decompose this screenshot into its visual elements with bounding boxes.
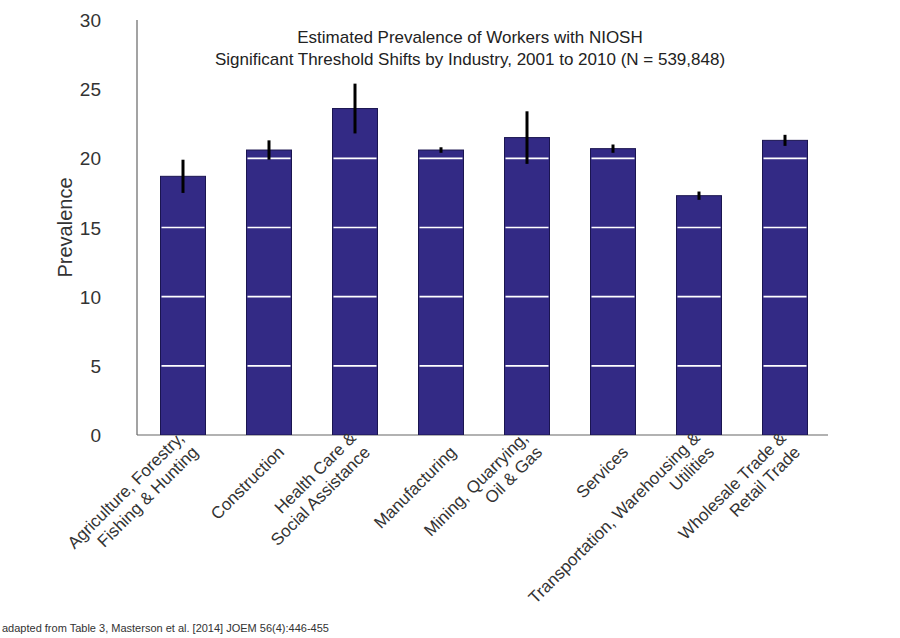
grid-line [162,296,205,298]
title: Estimated Prevalence of Workers with NIO… [215,28,725,69]
x-tick-label-line: Retail Trade [726,443,804,521]
grid-line [248,227,291,229]
x-tick-label-line: Social Assistance [267,443,374,550]
x-tick-label: Services [573,443,633,503]
x-tick-label-line: Utilities [666,443,718,495]
x-tick-label-line: Fishing & Hunting [94,443,202,551]
grid-line [420,227,463,229]
grid-line [592,158,635,160]
x-tick-label-line: Transportation, Warehousing & [525,428,704,607]
title-line: Estimated Prevalence of Workers with NIO… [297,28,642,47]
x-tick-label-line: Services [573,443,633,503]
x-tick-label-line: Agriculture, Forestry, [64,428,188,552]
grid-line [248,365,291,367]
y-tick-label: 30 [80,10,101,31]
y-axis-line [136,20,137,435]
grid-line [420,296,463,298]
grid-line [592,365,635,367]
y-tick-label: 25 [80,79,101,100]
bar [505,138,550,435]
grid-line [764,227,807,229]
error-bar [526,111,529,164]
grid-line [764,158,807,160]
chart: Estimated Prevalence of Workers with NIO… [0,0,900,638]
error-bar [354,84,357,134]
x-tick-label: Agriculture, Forestry,Fishing & Hunting [64,428,202,566]
y-tick-label: 10 [80,287,101,308]
y-tick-label: 15 [80,218,101,239]
x-tick-label: Wholesale Trade &Retail Trade [675,428,805,558]
x-tick-label: Construction [207,443,288,524]
x-tick-label: Mining, Quarrying,Oil & Gas [420,428,546,554]
grid-line [162,365,205,367]
grid-line [506,227,549,229]
grid-line [678,296,721,298]
grid-line [764,296,807,298]
bar [333,109,378,435]
error-bar [784,135,787,146]
grid-line [248,296,291,298]
error-bar [612,145,615,153]
grid-line [334,296,377,298]
x-tick-label-line: Construction [207,443,288,524]
grid-line [420,365,463,367]
x-axis-line [137,434,828,435]
bars [161,84,808,435]
grid-line [592,227,635,229]
y-tick-label: 20 [80,148,101,169]
grid-line [334,158,377,160]
error-bar [182,160,185,193]
bar [677,196,722,435]
grid-line [592,296,635,298]
x-tick-label-line: Oil & Gas [481,443,546,508]
grid-line [162,227,205,229]
grid-line [334,365,377,367]
bar [161,176,206,435]
y-tick-label: 5 [90,356,101,377]
y-tick-label: 0 [90,425,101,446]
error-bar [698,192,701,200]
source-note: adapted from Table 3, Masterson et al. [… [2,622,329,634]
grid-line [678,365,721,367]
grid-line [506,365,549,367]
grid-line [506,296,549,298]
grid-line [420,158,463,160]
error-bar [268,140,271,159]
y-axis-label: Prevalence [54,177,76,277]
grid-line [334,227,377,229]
grid-line [678,227,721,229]
grid-line [764,365,807,367]
x-tick-label: Health Care &Social Assistance [253,428,375,550]
bar [763,140,808,435]
bar [591,149,636,435]
bar [419,150,464,435]
bar [247,150,292,435]
error-bar [440,147,443,153]
title-line: Significant Threshold Shifts by Industry… [215,50,725,69]
